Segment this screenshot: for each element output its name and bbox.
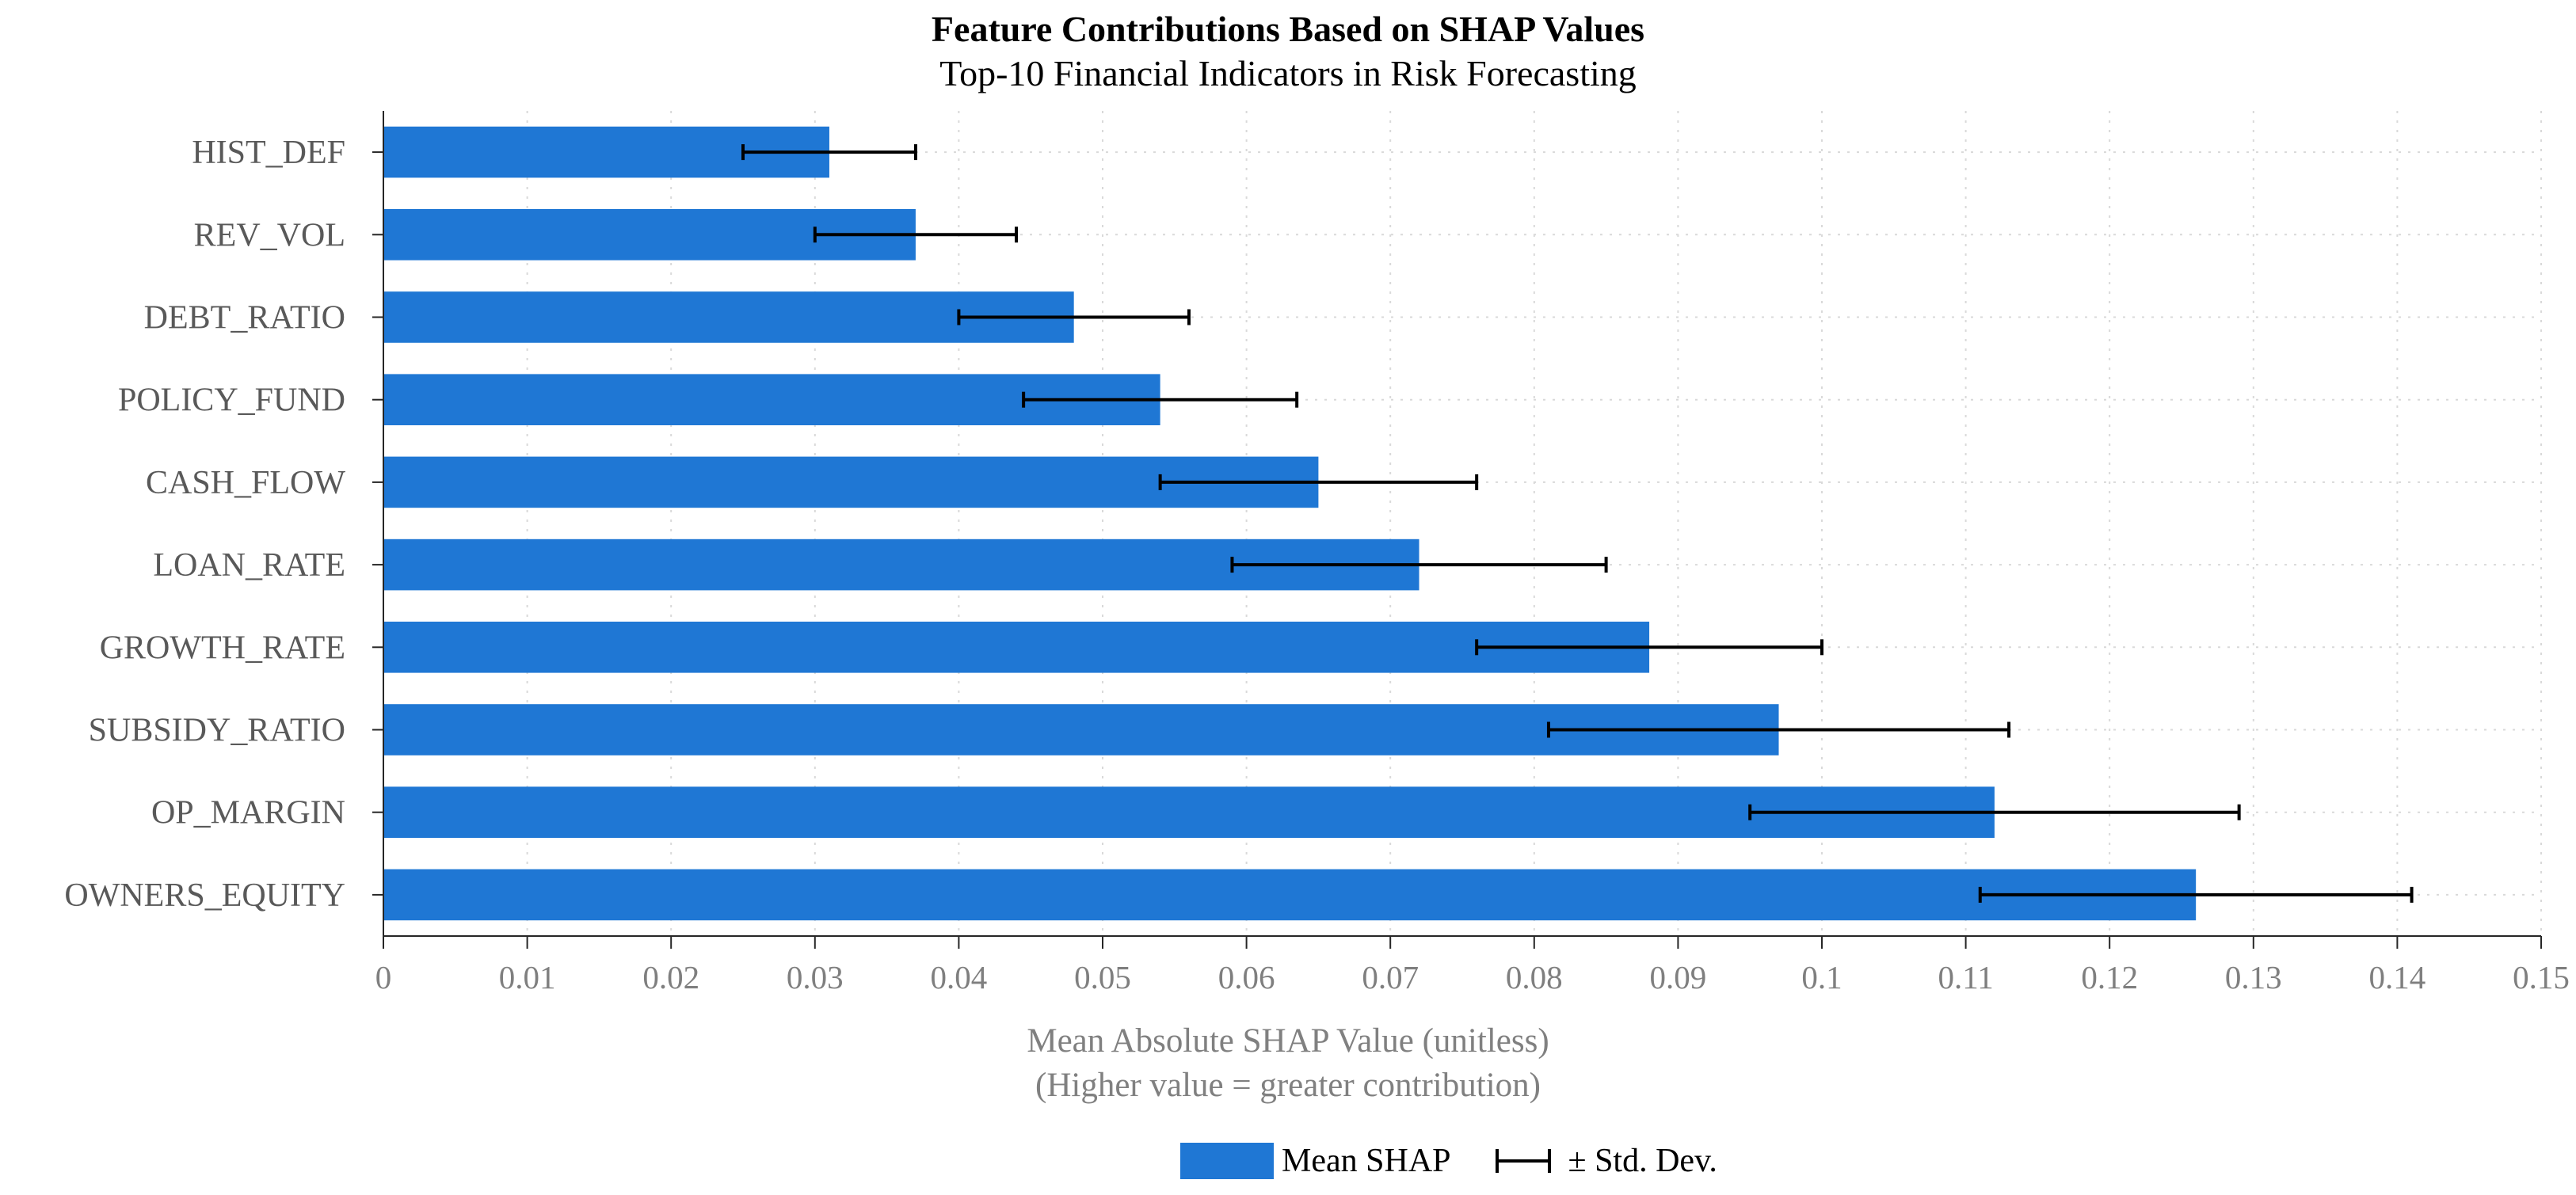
x-tick-label: 0.08 [1506,959,1563,995]
chart-subtitle: Top-10 Financial Indicators in Risk Fore… [939,53,1637,93]
x-tick-label: 0.11 [1938,959,1993,995]
legend-item-mean-shap: Mean SHAP [1180,1142,1451,1180]
x-tick-label: 0.01 [499,959,556,995]
x-tick-label: 0 [375,959,392,995]
x-tick-label: 0.13 [2225,959,2282,995]
bar-growth-rate [383,621,1650,673]
y-tick-label: GROWTH_RATE [100,630,345,666]
x-tick-label: 0.15 [2513,959,2570,995]
legend: Mean SHAP ± Std. Dev. [1180,1139,1717,1183]
x-tick-label: 0.12 [2081,959,2138,995]
y-tick-label: LOAN_RATE [153,547,345,584]
x-tick-label: 0.09 [1650,959,1707,995]
y-tick-label: DEBT_RATIO [144,300,345,337]
y-tick-label: OWNERS_EQUITY [64,877,345,914]
x-tick-label: 0.03 [787,959,844,995]
y-tick-label: HIST_DEF [192,135,345,171]
x-tick-label: 0.06 [1218,959,1275,995]
legend-label-mean-shap: Mean SHAP [1282,1143,1451,1179]
bar-subsidy-ratio [383,704,1779,755]
legend-item-std-dev: ± Std. Dev. [1451,1142,1717,1180]
x-tick-label: 0.04 [931,959,988,995]
x-axis-label: Mean Absolute SHAP Value (unitless) [1027,1022,1549,1060]
x-tick-label: 0.07 [1362,959,1419,995]
y-tick-label: SUBSIDY_RATIO [89,713,345,749]
error-bar-icon [1495,1149,1551,1173]
bar-op-margin [383,786,1995,839]
y-tick-label: CASH_FLOW [146,465,345,501]
bar-owners-equity [383,869,2197,921]
x-tick-label: 0.1 [1801,959,1842,995]
y-tick-label: REV_VOL [194,217,345,253]
chart-title: Feature Contributions Based on SHAP Valu… [931,9,1645,49]
x-tick-label: 0.14 [2369,959,2426,995]
y-tick-label: POLICY_FUND [118,382,345,419]
x-tick-label: 0.05 [1074,959,1131,995]
x-axis-label-note: (Higher value = greater contribution) [1035,1067,1541,1104]
x-tick-label: 0.02 [642,959,699,995]
legend-label-std-dev: ± Std. Dev. [1568,1143,1717,1179]
y-tick-label: OP_MARGIN [151,795,345,832]
legend-swatch-icon [1180,1143,1274,1179]
